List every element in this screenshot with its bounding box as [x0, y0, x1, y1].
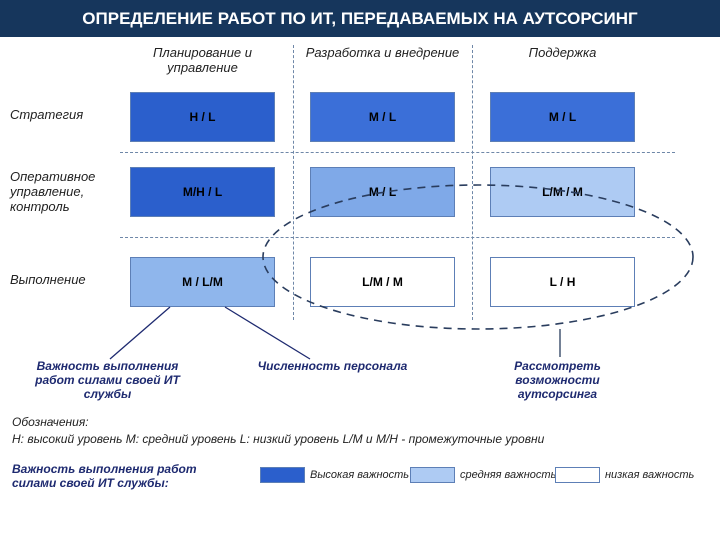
matrix-cell: M / L: [310, 92, 455, 142]
matrix-cell: M / L: [490, 92, 635, 142]
cell-text: L/M / M: [542, 185, 583, 199]
cell-text: M / L: [369, 185, 396, 199]
legend-label: средняя важность: [460, 469, 556, 481]
matrix-cell: M / L/M: [130, 257, 275, 307]
row-label-0: Стратегия: [10, 107, 115, 122]
matrix-cell: L/M / M: [310, 257, 455, 307]
matrix-cell: L/M / M: [490, 167, 635, 217]
matrix-cell: L / H: [490, 257, 635, 307]
legend-label: низкая важность: [605, 469, 694, 481]
col-label-0: Планирование и управление: [125, 45, 280, 75]
legend-row-label: Важность выполнения работ силами своей И…: [12, 462, 242, 490]
row-label-1: Оперативное управление, контроль: [10, 169, 115, 214]
legend-swatch: [260, 467, 305, 483]
col-label-2: Поддержка: [485, 45, 640, 60]
row-label-2: Выполнение: [10, 272, 115, 287]
matrix-cell: H / L: [130, 92, 275, 142]
legend-item-2: низкая важность: [555, 467, 694, 483]
callout-2: Рассмотреть возможности аутсорсинга: [475, 359, 640, 401]
hline-1: [120, 152, 675, 153]
diagram-area: Планирование и управление Разработка и в…: [0, 37, 720, 527]
vline-2: [472, 45, 473, 320]
matrix-cell: M / L: [310, 167, 455, 217]
cell-text: L/M / M: [362, 275, 403, 289]
legend-levels: H: высокий уровень M: средний уровень L:…: [12, 432, 702, 446]
cell-text: M / L: [369, 110, 396, 124]
page-title: ОПРЕДЕЛЕНИЕ РАБОТ ПО ИТ, ПЕРЕДАВАЕМЫХ НА…: [0, 0, 720, 37]
vline-1: [293, 45, 294, 320]
cell-text: L / H: [550, 275, 576, 289]
legend-heading: Обозначения:: [12, 415, 89, 429]
cell-text: M / L: [549, 110, 576, 124]
col-label-1: Разработка и внедрение: [305, 45, 460, 60]
legend-item-1: средняя важность: [410, 467, 556, 483]
legend-swatch: [410, 467, 455, 483]
cell-text: H / L: [190, 110, 216, 124]
legend-label: Высокая важность: [310, 469, 409, 481]
hline-2: [120, 237, 675, 238]
legend-item-0: Высокая важность: [260, 467, 409, 483]
legend-swatch: [555, 467, 600, 483]
callout-1: Численность персонала: [250, 359, 415, 373]
cell-text: M / L/M: [182, 275, 223, 289]
cell-text: M/H / L: [183, 185, 222, 199]
matrix-cell: M/H / L: [130, 167, 275, 217]
callout-0: Важность выполнения работ силами своей И…: [25, 359, 190, 401]
